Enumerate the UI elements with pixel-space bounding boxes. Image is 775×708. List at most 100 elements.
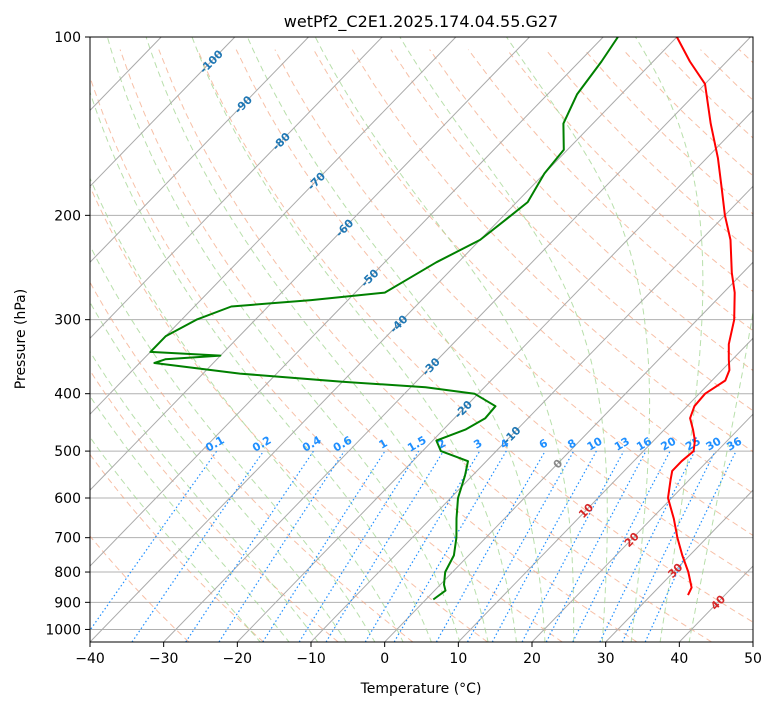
mixing-ratio-line — [644, 450, 737, 642]
isotherm — [605, 489, 753, 642]
mixing-ratio-line — [185, 450, 314, 642]
moist-adiabat — [145, 37, 489, 642]
mixing-ratio-line — [599, 450, 696, 642]
moist-adiabat — [191, 37, 518, 642]
isotherm — [310, 185, 753, 642]
mixing-ratio-line — [572, 450, 671, 642]
dry-adiabat — [700, 49, 753, 101]
moist-adiabat — [635, 37, 704, 642]
moist-adiabat — [314, 37, 575, 642]
mixing-ratio-label: 3 — [471, 437, 484, 452]
isotherm — [90, 37, 604, 567]
dry-adiabat — [90, 185, 488, 642]
dry-adiabat — [738, 49, 753, 64]
dry-adiabat — [661, 49, 753, 139]
moist-adiabat — [90, 244, 376, 642]
moist-adiabat — [90, 350, 319, 642]
mixing-ratio-label: 6 — [537, 436, 550, 451]
moist-adiabat — [90, 90, 432, 642]
moist-adiabat — [90, 301, 347, 642]
y-tick-label: 700 — [54, 531, 81, 547]
y-axis-ticks: 1000 900 800 700 600 500 400 300 200 100 — [45, 30, 90, 638]
moist-adiabat — [106, 37, 461, 642]
temperature-line — [667, 37, 736, 596]
mixing-ratio-line — [521, 450, 625, 642]
y-tick-label: 100 — [54, 30, 81, 46]
moist-adiabats — [90, 37, 753, 642]
y-tick-label: 800 — [54, 565, 81, 581]
isotherm — [163, 37, 751, 642]
dry-adiabat — [235, 49, 753, 579]
x-tick-label: −20 — [223, 651, 253, 667]
x-axis-ticks: −40 −30 −20 −10 0 10 20 30 40 50 — [75, 642, 762, 667]
x-tick-label: 50 — [744, 651, 762, 667]
y-tick-label: 300 — [54, 313, 81, 329]
mixing-ratio-line — [325, 450, 445, 642]
isotherm — [90, 37, 309, 263]
isotherms — [0, 37, 753, 642]
x-tick-label: 30 — [597, 651, 615, 667]
mixing-ratio-line — [491, 450, 597, 642]
isotherm — [90, 37, 236, 188]
y-tick-label: 200 — [54, 208, 81, 224]
chart-title: wetPf2_C2E1.2025.174.04.55.G27 — [284, 12, 558, 32]
moist-adiabat — [90, 436, 261, 642]
y-tick-label: 1000 — [45, 622, 81, 638]
dry-adiabat — [90, 75, 563, 642]
x-tick-label: −40 — [75, 651, 105, 667]
pressure-gridlines — [90, 37, 753, 630]
isotherm — [90, 37, 678, 642]
dry-adiabat — [90, 453, 264, 642]
mixing-ratio-lines — [90, 450, 737, 642]
isotherm — [90, 37, 383, 339]
dry-adiabat — [429, 49, 753, 372]
x-axis-label: Temperature (°C) — [360, 681, 482, 697]
dry-adiabat — [119, 49, 638, 642]
dry-adiabat — [90, 281, 414, 642]
dry-adiabat — [274, 49, 753, 536]
moist-adiabat — [90, 177, 404, 642]
dry-adiabat — [584, 49, 753, 215]
isotherm — [0, 37, 14, 642]
isotherm — [384, 261, 753, 642]
x-tick-label: 40 — [670, 651, 688, 667]
isotherm — [457, 337, 753, 642]
x-tick-label: 10 — [449, 651, 467, 667]
y-tick-label: 600 — [54, 491, 81, 507]
dry-adiabat — [390, 49, 753, 412]
dry-adiabat — [158, 49, 712, 642]
mixing-ratio-line — [90, 450, 218, 632]
x-tick-label: −30 — [149, 651, 179, 667]
isotherm — [752, 641, 753, 642]
dry-adiabat — [351, 49, 753, 453]
isotherm — [531, 413, 753, 642]
dry-adiabat — [506, 49, 753, 293]
isotherm — [90, 37, 457, 415]
isotherm-label: -100 — [197, 47, 226, 76]
dry-adiabat — [90, 369, 339, 642]
moist-adiabat — [246, 37, 546, 642]
moist-adiabat — [90, 395, 290, 642]
dry-adiabat — [197, 49, 753, 623]
dry-adiabat — [622, 49, 753, 177]
plot-area: 0.1 0.2 0.4 0.6 1 1.5 2 3 4 6 8 10 13 16 20 25 30 36-100-… — [0, 37, 753, 642]
isotherm — [90, 37, 530, 491]
mixing-ratio-line — [621, 450, 716, 642]
mixing-ratio-line — [131, 450, 265, 642]
y-tick-label: 400 — [54, 387, 81, 403]
moist-adiabat — [506, 37, 651, 642]
dewpoint-line — [149, 37, 619, 601]
profile-series — [149, 37, 736, 601]
x-tick-label: 20 — [523, 651, 541, 667]
dry-adiabat — [467, 49, 753, 332]
mixing-ratio-line — [466, 450, 575, 642]
mixing-ratio-line — [435, 450, 546, 642]
y-axis-label: Pressure (hPa) — [13, 289, 29, 389]
y-tick-label: 900 — [54, 595, 81, 611]
dry-adiabat — [313, 49, 753, 494]
mixing-ratio-line — [364, 450, 481, 642]
moist-adiabat — [688, 309, 753, 642]
mixing-ratio-line — [218, 450, 345, 642]
isotherm — [236, 109, 753, 642]
